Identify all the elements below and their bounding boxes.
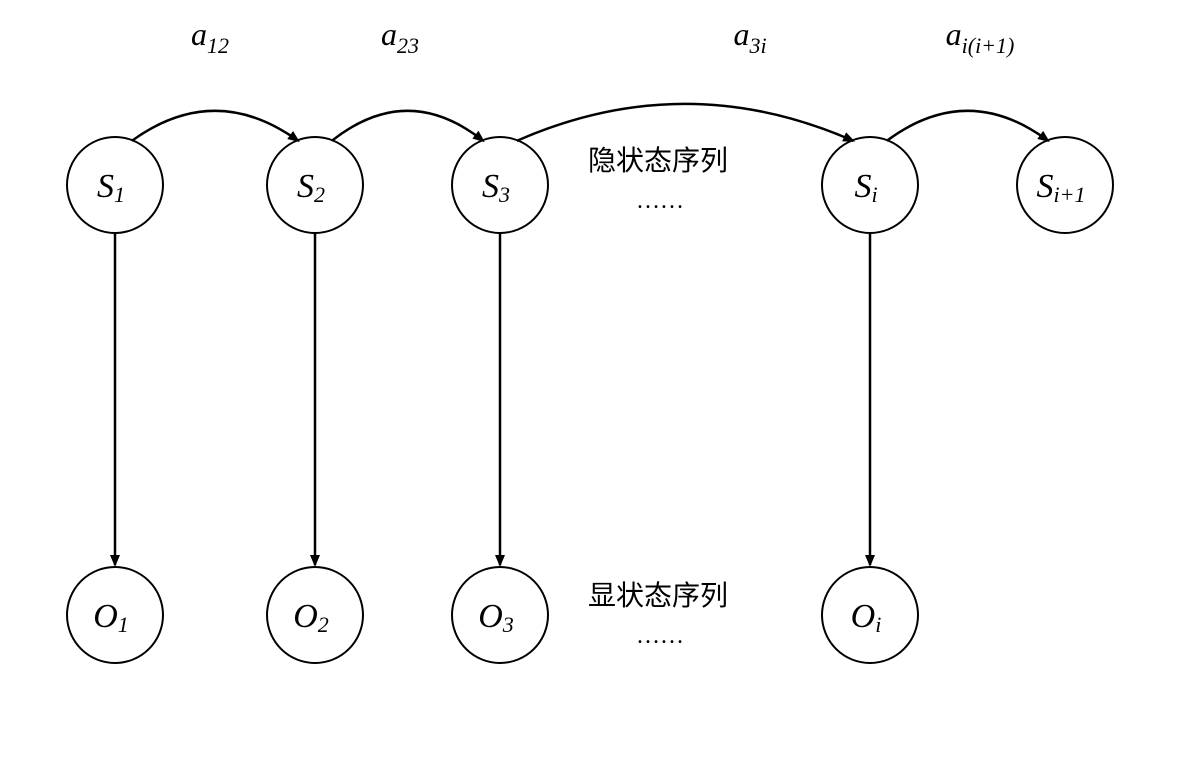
observation-label: O2 (293, 598, 329, 637)
transition-label: a3i (733, 16, 766, 58)
ellipsis-hidden: …… (636, 188, 684, 214)
ellipsis-obs: …… (636, 623, 684, 649)
hidden-state-label: S1 (97, 168, 125, 207)
region-labels: 隐状态序列显状态序列 …… …… (588, 145, 728, 649)
hidden-state-label: S3 (482, 168, 510, 207)
transition-arc (517, 104, 853, 141)
transition-arc (332, 111, 483, 141)
obs-sequence-label: 显状态序列 (588, 580, 728, 612)
observation-label: Oi (851, 598, 882, 637)
hmm-diagram: a12 a23 a3i ai(i+1) S1 S2 S3 Si Si+1 O1 O2 O3 Oi 隐… (0, 0, 1185, 765)
transition-label: a23 (381, 16, 419, 58)
transition-arc (887, 111, 1048, 141)
transition-arcs: a12 a23 a3i ai(i+1) (132, 16, 1048, 141)
transition-label: a12 (191, 16, 229, 58)
transition-label: ai(i+1) (946, 16, 1015, 58)
hidden-state-label: Si+1 (1037, 168, 1086, 207)
hidden-state-label: S2 (297, 168, 325, 207)
emission-arrows (115, 233, 870, 565)
observation-label: O3 (478, 598, 514, 637)
observation-label: O1 (93, 598, 129, 637)
observation-nodes: O1 O2 O3 Oi (67, 567, 918, 663)
transition-arc (132, 111, 298, 141)
hidden-state-label: Si (854, 168, 877, 207)
hidden-sequence-label: 隐状态序列 (588, 145, 728, 177)
